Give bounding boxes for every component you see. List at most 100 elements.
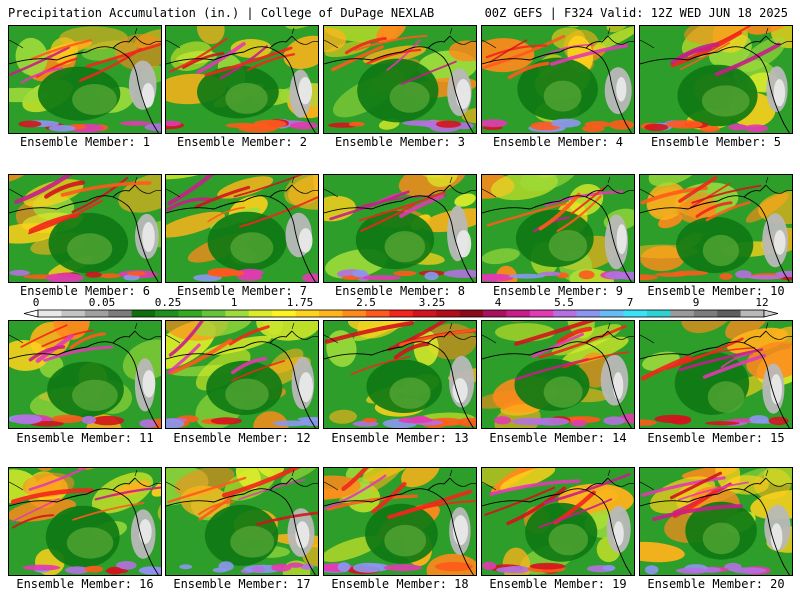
ensemble-member-map <box>481 174 635 283</box>
ensemble-member-label: Ensemble Member: 18 <box>331 577 469 591</box>
ensemble-member-label: Ensemble Member: 7 <box>176 284 308 298</box>
ensemble-member-map <box>165 174 319 283</box>
ensemble-member-label: Ensemble Member: 5 <box>650 135 782 149</box>
ensemble-member-map <box>481 467 635 576</box>
ensemble-member-label: Ensemble Member: 9 <box>492 284 624 298</box>
precip-colorbar <box>23 309 779 318</box>
precip-field <box>482 321 634 428</box>
colorbar-bin <box>131 310 156 317</box>
colorbar-bin <box>295 310 320 317</box>
precip-field <box>166 468 318 575</box>
precip-field <box>9 175 161 282</box>
precip-field <box>640 175 792 282</box>
ensemble-member-label: Ensemble Member: 2 <box>176 135 308 149</box>
ensemble-member-label: Ensemble Member: 13 <box>331 431 469 445</box>
colorbar-tick-label: 0.25 <box>154 296 182 309</box>
ensemble-member-map <box>639 25 793 134</box>
colorbar-bin <box>178 310 203 317</box>
ensemble-member-map <box>639 467 793 576</box>
precip-field <box>166 321 318 428</box>
precip-field <box>482 175 634 282</box>
precip-field <box>640 321 792 428</box>
colorbar-bin <box>389 310 414 317</box>
colorbar-tick-label: 3.25 <box>418 296 446 309</box>
ensemble-member-label: Ensemble Member: 11 <box>16 431 154 445</box>
colorbar-tick-label: 0.05 <box>88 296 116 309</box>
ensemble-member-map <box>8 25 162 134</box>
ensemble-member-map <box>8 174 162 283</box>
colorbar-bin <box>342 310 367 317</box>
colorbar-tick-label: 4 <box>494 296 502 309</box>
colorbar-bin <box>553 310 577 317</box>
colorbar-bin <box>623 310 648 317</box>
ensemble-member-map <box>165 320 319 429</box>
ensemble-member-label: Ensemble Member: 19 <box>489 577 627 591</box>
chart-title: Precipitation Accumulation (in.) | Colle… <box>8 6 435 20</box>
colorbar-bin <box>225 310 250 317</box>
colorbar-tick-label: 5.5 <box>554 296 574 309</box>
colorbar-tick-label: 0 <box>32 296 40 309</box>
ensemble-member-map <box>323 25 477 134</box>
colorbar-bin <box>717 310 741 317</box>
ensemble-member-label: Ensemble Member: 1 <box>19 135 151 149</box>
colorbar-bin <box>248 310 273 317</box>
ensemble-member-map <box>639 320 793 429</box>
colorbar-bin <box>412 310 437 317</box>
ensemble-member-map <box>323 320 477 429</box>
ensemble-member-label: Ensemble Member: 15 <box>647 431 785 445</box>
colorbar-tick-label: 9 <box>692 296 700 309</box>
precip-field <box>324 321 476 428</box>
colorbar-bin <box>646 310 671 317</box>
colorbar-bin <box>576 310 601 317</box>
precip-field <box>9 26 161 133</box>
precip-field <box>640 468 792 575</box>
colorbar-bin <box>506 310 531 317</box>
precip-field <box>166 26 318 133</box>
ensemble-member-label: Ensemble Member: 12 <box>173 431 311 445</box>
colorbar-bin <box>108 310 132 317</box>
ensemble-member-map <box>165 467 319 576</box>
colorbar-bin <box>38 310 62 317</box>
precip-field <box>324 175 476 282</box>
ensemble-member-map <box>481 320 635 429</box>
colorbar-min-arrow <box>23 309 39 318</box>
colorbar-bin <box>319 310 343 317</box>
colorbar-bin <box>365 310 390 317</box>
precip-field <box>166 175 318 282</box>
ensemble-member-map <box>323 174 477 283</box>
ensemble-member-label: Ensemble Member: 4 <box>492 135 624 149</box>
ensemble-member-label: Ensemble Member: 20 <box>647 577 785 591</box>
precip-field <box>9 321 161 428</box>
colorbar-bin <box>600 310 624 317</box>
run-valid-time: 00Z GEFS | F324 Valid: 12Z WED JUN 18 20… <box>484 6 788 20</box>
colorbar-tick-label: 2.5 <box>356 296 376 309</box>
ensemble-member-map <box>165 25 319 134</box>
colorbar-tick-label: 1.75 <box>286 296 314 309</box>
ensemble-member-map <box>481 25 635 134</box>
colorbar-bin <box>84 310 109 317</box>
ensemble-member-label: Ensemble Member: 14 <box>489 431 627 445</box>
ensemble-member-map <box>639 174 793 283</box>
ensemble-member-label: Ensemble Member: 6 <box>19 284 151 298</box>
precip-field <box>9 468 161 575</box>
ensemble-member-map <box>8 467 162 576</box>
colorbar-tick-label: 7 <box>626 296 634 309</box>
ensemble-member-label: Ensemble Member: 8 <box>334 284 466 298</box>
ensemble-member-label: Ensemble Member: 17 <box>173 577 311 591</box>
ensemble-member-map <box>323 467 477 576</box>
colorbar-bin <box>482 310 507 317</box>
ensemble-member-label: Ensemble Member: 3 <box>334 135 466 149</box>
precip-field <box>324 26 476 133</box>
ensemble-member-label: Ensemble Member: 16 <box>16 577 154 591</box>
precip-field <box>640 26 792 133</box>
precip-field <box>324 468 476 575</box>
colorbar-bin <box>272 310 296 317</box>
colorbar-bin <box>693 310 718 317</box>
precip-field <box>482 26 634 133</box>
colorbar-bin <box>201 310 226 317</box>
colorbar-tick-label: 12 <box>755 296 769 309</box>
colorbar-bin <box>436 310 460 317</box>
colorbar-tick-label: 1 <box>230 296 238 309</box>
colorbar-bin <box>740 310 765 317</box>
ensemble-member-label: Ensemble Member: 10 <box>647 284 785 298</box>
